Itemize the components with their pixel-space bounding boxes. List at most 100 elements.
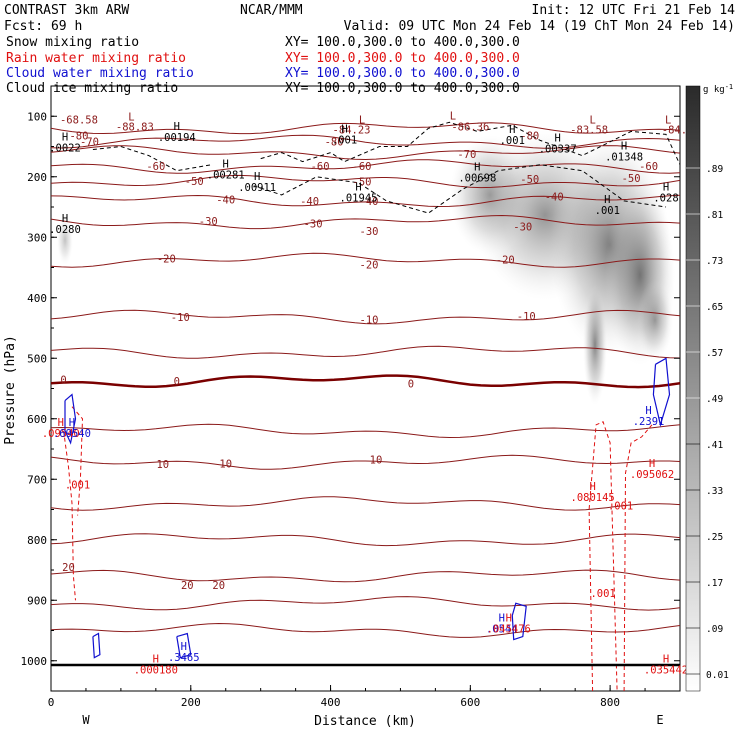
isotherm-label: 10 [156,459,169,471]
high-marker: H [58,417,64,429]
extremum-value: .01945 [340,193,378,205]
isotherm-label: 10 [370,454,383,466]
low-marker: L [128,111,134,123]
valid-time: Valid: 09 UTC Mon 24 Feb 14 (19 ChT Mon … [344,19,735,34]
field-label-cloud-ice: Cloud ice mixing ratio [6,81,178,96]
ice-contour [92,145,212,172]
y-axis-title: Pressure (hPa) [3,335,18,445]
x-tick-label: 0 [48,696,55,709]
x-tick-label: 800 [600,696,620,709]
rain-contour-label: .001 [65,479,90,491]
isotherm-label: -20 [360,259,379,271]
colorbar-label: 0.01 [706,670,729,681]
isotherm-label: -30 [513,221,532,233]
extremum-value: .69540 [53,428,91,440]
isotherm-contour [51,214,680,230]
high-marker: H [62,131,68,143]
forecast-hour: Fcst: 69 h [4,19,82,34]
extremum-value: .3465 [168,652,200,664]
colorbar: 0.01 .09 .17 .25 .33 .41 .49 .57 .65 .73 .81 .89 g … [685,83,733,692]
colorbar-label: .57 [706,348,723,359]
high-marker: H [604,194,610,206]
high-marker: H [223,159,229,171]
colorbar-label: .25 [706,532,723,543]
init-time: Init: 12 UTC Fri 21 Feb 14 [532,3,736,18]
high-marker: H [663,182,669,194]
cloud-water-contour [176,632,192,659]
extremum-value: .0280 [49,224,81,236]
high-marker: H [506,612,512,624]
isotherm-contour [51,423,680,439]
rain-contour-label: .001 [590,588,615,600]
isotherm-label: -40 [300,196,319,208]
extremum-value: .035442 [644,665,688,677]
extremum-value: .0022 [49,142,81,154]
isotherm-label: -30 [360,226,379,238]
x-tick-label: 400 [321,696,341,709]
temperature-contours [51,122,680,638]
extremum-value: .001 [500,135,525,147]
isotherm-label: -88.83 [116,122,154,134]
isotherm-label: -86.36 [451,122,489,134]
isotherm-label: -60 [639,161,658,173]
isotherm-label: -50 [353,177,372,189]
isotherm-label: -60 [146,161,165,173]
x-axis-title: Distance (km) [314,714,416,729]
isotherm-contour [51,622,680,638]
high-marker: H [474,162,480,174]
high-marker: H [649,458,655,470]
isotherm-label: -80 [520,131,539,143]
isotherm-label: -10 [171,312,190,324]
snow-shading [57,130,675,405]
high-marker: H [174,121,180,133]
cloud-water-contour [652,357,671,428]
rain-contour [588,421,618,691]
center-title: NCAR/MMM [240,3,303,18]
isotherm-contour [51,345,680,359]
ice-contour [260,121,680,165]
isotherm-contour [51,309,680,325]
isotherm-label: -83.58 [570,125,608,137]
isotherm-label: -40 [360,196,379,208]
extremum-value: .001 [595,205,620,217]
colorbar-label: .73 [706,256,723,267]
low-marker: L [450,110,456,122]
extremum-value: .09540 [42,428,80,440]
isotherm-label: -20 [496,255,515,267]
extremum-value: .000180 [134,665,178,677]
high-marker: H [69,417,75,429]
field-label-cloud-water: Cloud water mixing ratio [6,66,194,81]
x-end-label-west: W [82,713,90,727]
high-marker: H [181,641,187,653]
isotherm-label: -60 [311,161,330,173]
y-tick-label: 1000 [21,655,48,668]
isotherm-label: 20 [62,562,75,574]
extremum-value: .00698 [458,173,496,185]
cloud-water-contour [511,602,527,641]
field-xy-rain: XY= 100.0,300.0 to 400.0,300.0 [285,51,520,66]
x-axis: 0 200 400 600 800 [48,685,646,709]
isotherm-label: 10 [219,459,232,471]
high-marker: H [355,182,361,194]
isotherm-contour [51,533,680,547]
isotherm-contour [51,145,680,161]
isotherm-contour [51,134,680,149]
extremum-value: .01348 [605,152,643,164]
isotherm-label: -50 [185,176,204,188]
y-tick-label: 500 [27,352,47,365]
isotherm-contour [51,194,680,208]
isotherm-label: 0 [408,379,414,391]
isotherm-label: -10 [517,311,536,323]
extremum-value: .095062 [630,469,674,481]
isotherm-label: -84.23 [333,125,371,137]
colorbar-label: .41 [706,440,723,451]
colorbar-label: .17 [706,578,723,589]
extremum-value: .00911 [238,182,276,194]
rain-contour [63,430,76,601]
isotherm-label: -30 [199,216,218,228]
isotherm-contour [51,174,680,189]
model-title: CONTRAST 3km ARW [4,3,129,18]
colorbar-label: .89 [706,164,723,175]
